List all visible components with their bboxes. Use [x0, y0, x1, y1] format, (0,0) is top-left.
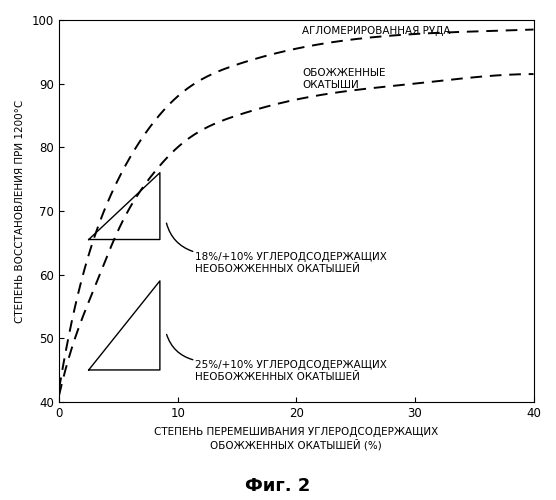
Text: ОБОЖЖЕННЫЕ
ОКАТЫШИ: ОБОЖЖЕННЫЕ ОКАТЫШИ: [302, 68, 386, 90]
Text: АГЛОМЕРИРОВАННАЯ РУДА: АГЛОМЕРИРОВАННАЯ РУДА: [302, 26, 451, 36]
Text: Фиг. 2: Фиг. 2: [245, 477, 311, 495]
Text: 18%/+10% УГЛЕРОДСОДЕРЖАЩИХ
НЕОБОЖЖЕННЫХ ОКАТЫШЕЙ: 18%/+10% УГЛЕРОДСОДЕРЖАЩИХ НЕОБОЖЖЕННЫХ …: [196, 252, 388, 274]
Y-axis label: СТЕПЕНЬ ВОССТАНОВЛЕНИЯ ПРИ 1200°С: СТЕПЕНЬ ВОССТАНОВЛЕНИЯ ПРИ 1200°С: [15, 100, 25, 322]
Text: 25%/+10% УГЛЕРОДСОДЕРЖАЩИХ
НЕОБОЖЖЕННЫХ ОКАТЫШЕЙ: 25%/+10% УГЛЕРОДСОДЕРЖАЩИХ НЕОБОЖЖЕННЫХ …: [196, 360, 388, 382]
X-axis label: СТЕПЕНЬ ПЕРЕМЕШИВАНИЯ УГЛЕРОДСОДЕРЖАЩИХ
ОБОЖЖЕННЫХ ОКАТЫШЕЙ (%): СТЕПЕНЬ ПЕРЕМЕШИВАНИЯ УГЛЕРОДСОДЕРЖАЩИХ …: [154, 426, 439, 450]
